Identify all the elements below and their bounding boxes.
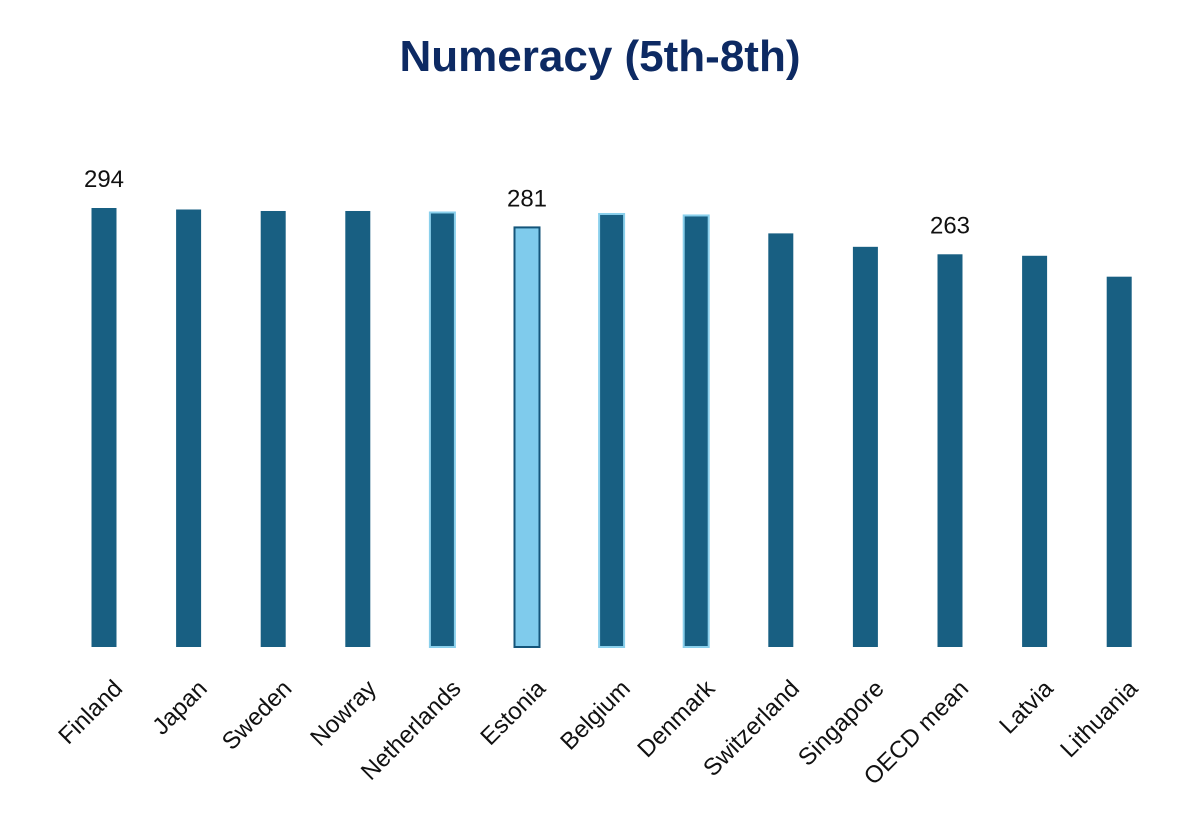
category-label-nowray: Nowray <box>305 675 382 752</box>
category-label-japan: Japan <box>147 675 212 740</box>
chart-title: Numeracy (5th-8th) <box>399 32 801 81</box>
category-label-lithuania: Lithuania <box>1055 675 1143 763</box>
value-label-group: 294 281 263 <box>84 166 970 239</box>
bar-netherlands <box>428 211 456 649</box>
category-label-denmark: Denmark <box>632 674 721 763</box>
bar-lithuania <box>1106 276 1132 647</box>
bar-switzerland <box>768 233 794 648</box>
category-label-finland: Finland <box>53 675 128 750</box>
category-label-latvia: Latvia <box>994 675 1059 740</box>
bar-finland <box>91 208 117 647</box>
value-label-estonia: 281 <box>507 185 547 212</box>
bar-group <box>91 208 1132 649</box>
bar-latvia <box>1022 255 1048 647</box>
bar-denmark <box>682 214 710 649</box>
bar-oecd-mean <box>937 254 963 647</box>
bar-belgium <box>598 212 626 649</box>
category-label-sweden: Sweden <box>217 675 297 755</box>
bar-nowray <box>345 210 371 647</box>
bar-singapore <box>852 246 878 648</box>
category-label-estonia: Estonia <box>475 675 551 751</box>
value-label-finland: 294 <box>84 166 124 193</box>
bar-sweden <box>260 210 286 647</box>
bar-estonia <box>513 226 541 648</box>
value-label-oecd-mean: 263 <box>930 212 970 239</box>
bar-japan <box>176 209 202 647</box>
category-label-belgium: Belgium <box>555 675 635 755</box>
